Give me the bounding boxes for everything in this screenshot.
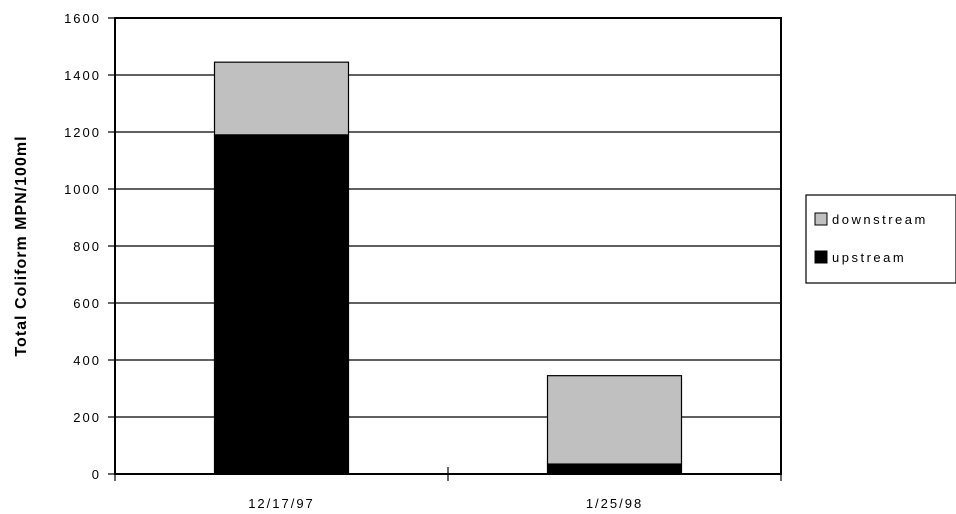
y-tick-label: 600 xyxy=(73,296,101,311)
legend-swatch-upstream xyxy=(814,250,828,264)
bar-upstream xyxy=(546,463,683,475)
legend-label-downstream: downstream xyxy=(832,212,928,227)
legend-box xyxy=(805,194,956,284)
bars xyxy=(213,61,683,475)
y-tick-label: 800 xyxy=(73,239,101,254)
y-tick-label: 1600 xyxy=(64,11,101,26)
x-tick-label: 1/25/98 xyxy=(586,496,643,511)
y-tick-label: 1200 xyxy=(64,125,101,140)
bar-upstream xyxy=(213,134,350,475)
y-tick-label: 200 xyxy=(73,410,101,425)
legend-label-upstream: upstream xyxy=(832,250,906,265)
y-tick-label: 0 xyxy=(92,467,101,482)
y-tick-label: 1400 xyxy=(64,68,101,83)
legend: downstream upstream xyxy=(805,194,956,284)
legend-items: downstream upstream xyxy=(814,212,928,265)
x-axis: 12/17/97 1/25/98 xyxy=(114,467,782,511)
y-axis-label: Total Coliform MPN/100ml xyxy=(13,135,30,356)
x-tick-label: 12/17/97 xyxy=(248,496,315,511)
legend-swatch-downstream xyxy=(814,212,828,226)
y-axis: 0 200 400 600 800 1000 1200 1400 1600 xyxy=(64,11,115,482)
bar-downstream xyxy=(213,61,350,136)
y-tick-label: 1000 xyxy=(64,182,101,197)
plot-area: 0 200 400 600 800 1000 1200 1400 1600 12/17/97 1/… xyxy=(64,11,782,511)
bar-downstream xyxy=(546,375,683,465)
y-tick-label: 400 xyxy=(73,353,101,368)
